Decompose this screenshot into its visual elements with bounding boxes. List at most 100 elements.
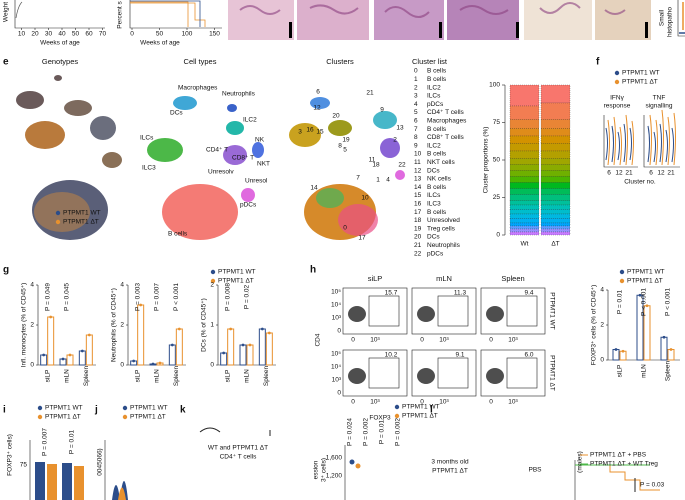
cluster-id: 11: [414, 159, 421, 166]
legend-label: PTPMT1 WT: [622, 70, 660, 77]
stack-segment: [509, 128, 540, 137]
cluster-list-title: Cluster list: [412, 57, 448, 66]
cluster-number: 20: [332, 113, 340, 120]
axis: [129, 0, 222, 29]
cluster-id: 21: [414, 242, 422, 249]
x-tick-label: Spleen: [173, 366, 180, 387]
x-tick-label: 10³: [508, 399, 518, 406]
dot: [267, 331, 271, 335]
gate: [506, 295, 538, 327]
plot-title: response: [604, 103, 631, 110]
legend-label: PTPMT1 ΔT: [63, 219, 99, 226]
p-value: P = 0.003: [134, 283, 141, 311]
x-tick-label: 0: [351, 399, 355, 406]
x-tick-label: 6: [649, 170, 653, 177]
cluster-id: 19: [414, 225, 422, 232]
axis-label: Percent s: [117, 1, 124, 29]
illustration: [199, 427, 271, 436]
cell-cloud: [289, 123, 321, 147]
x-tick-label: 10³: [439, 399, 449, 406]
x-tick-label: 10³: [370, 337, 380, 344]
legend-marker: [37, 414, 43, 420]
cell-cloud: [252, 142, 264, 158]
y-tick-label: 4: [30, 282, 34, 289]
cluster-id: 10: [414, 151, 422, 158]
legend-marker: [619, 278, 625, 284]
x-tick-label: 0: [420, 337, 424, 344]
y-tick-label: 0: [120, 362, 124, 369]
legend-marker: [210, 269, 216, 275]
stack-segment: [540, 119, 571, 129]
p-value: P = 0.01: [617, 289, 624, 314]
umap-genotypes: [16, 75, 122, 240]
p-value: P < 0.001: [173, 283, 180, 311]
cluster-name: B cells: [427, 209, 447, 216]
x-tick-label: 70: [99, 31, 107, 38]
x-tick-label: 30: [45, 31, 53, 38]
cluster-number: 6: [316, 89, 320, 96]
cell-cloud: [226, 121, 244, 135]
cluster-name: Neutrophils: [427, 242, 461, 249]
stack-segment: [540, 218, 571, 224]
legend-marker: [394, 413, 400, 419]
legend-label: PTPMT1 WT: [45, 405, 83, 412]
cluster-id: 13: [414, 176, 422, 183]
stack-segment: [509, 209, 540, 215]
axis-label: FOXP3⁺ cells (% of CD45⁺): [591, 285, 598, 366]
cluster-id: 8: [414, 134, 418, 141]
y-tick-label: 10⁴: [331, 364, 341, 371]
cluster-id: 16: [414, 201, 422, 208]
cluster-name: ILC2: [427, 84, 441, 91]
stack-segment: [509, 231, 540, 236]
cluster-name: Unresolved: [427, 217, 460, 224]
dot: [260, 327, 264, 331]
row-label: PTPMT1 ΔT: [548, 355, 555, 391]
label: 3 months old: [431, 459, 469, 466]
x-tick-label: 10³: [439, 337, 449, 344]
cell-cloud: [173, 96, 197, 110]
stack-segment: [540, 188, 571, 195]
histology-image: [228, 0, 294, 40]
cell-cloud: [227, 104, 237, 112]
x-tick-label: 50: [156, 31, 164, 38]
stack-segment: [540, 231, 571, 236]
cluster-id: 4: [414, 101, 418, 108]
plot-title: TNF: [653, 95, 666, 102]
x-tick-label: 60: [85, 31, 93, 38]
p-value: P = 0.049: [44, 283, 51, 311]
axis-label: histopatho: [667, 7, 674, 37]
stack-segment: [540, 135, 571, 144]
x-tick-label: ΔT: [551, 241, 559, 248]
stack-segment: [509, 143, 540, 152]
dot: [355, 463, 361, 469]
cell-type-label: ILCs: [140, 135, 154, 142]
cell-type-label: ILC3: [142, 165, 156, 172]
cluster-name: NK cells: [427, 176, 452, 183]
panel-letter: h: [310, 265, 316, 276]
cluster-number: 22: [398, 162, 406, 169]
curve: [130, 0, 201, 27]
stack-segment: [509, 150, 540, 159]
cluster-name: CD8⁺ T cells: [427, 134, 465, 141]
y-tick-label: 100: [489, 82, 500, 89]
gate: [368, 295, 400, 327]
y-tick-label: 10⁴: [331, 302, 341, 309]
cluster-number: 11: [369, 157, 376, 164]
stack-segment: [509, 228, 540, 233]
cluster-name: pDCs: [427, 101, 444, 108]
y-tick-label: 2: [600, 322, 604, 329]
legend-marker: [394, 404, 400, 410]
gate-value: 6.0: [524, 352, 533, 359]
panel-letter: l: [430, 405, 433, 416]
cluster-number: 0: [343, 225, 347, 232]
cluster-number: 15: [316, 129, 324, 136]
cell-cloud: [348, 306, 366, 322]
y-tick-label: 75: [20, 462, 28, 469]
cluster-id: 14: [414, 184, 422, 191]
y-tick-label: 0: [600, 357, 604, 364]
stack-segment: [540, 194, 571, 201]
dot: [61, 357, 65, 361]
cluster-number: 7: [356, 175, 360, 182]
cell-cloud: [486, 306, 504, 322]
